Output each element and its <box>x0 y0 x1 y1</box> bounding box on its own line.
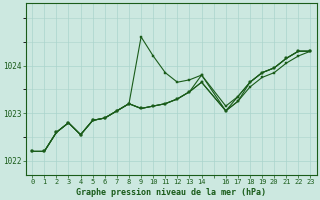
X-axis label: Graphe pression niveau de la mer (hPa): Graphe pression niveau de la mer (hPa) <box>76 188 266 197</box>
